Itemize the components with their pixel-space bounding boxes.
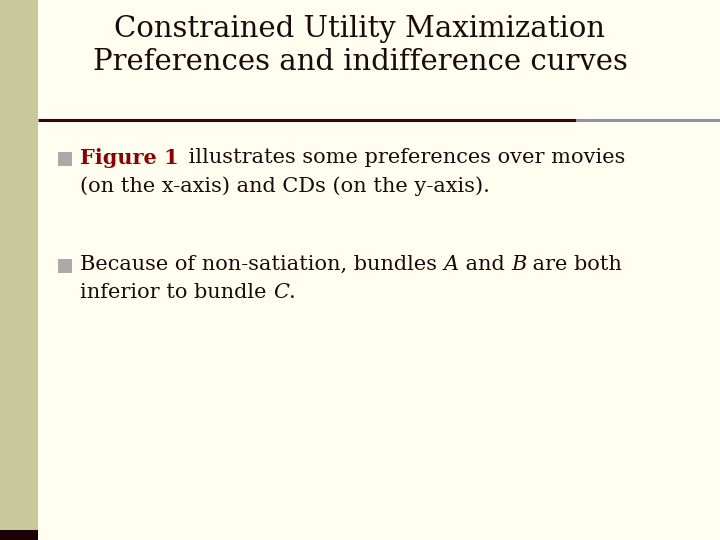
Text: A: A (444, 255, 459, 274)
Bar (0, 530, 38, 540)
Text: C: C (273, 283, 289, 302)
Text: Constrained Utility Maximization
Preferences and indifference curves: Constrained Utility Maximization Prefere… (93, 15, 627, 77)
Text: are both: are both (526, 255, 622, 274)
Text: .: . (289, 283, 296, 302)
Bar (0, 0, 38, 540)
Text: and: and (459, 255, 511, 274)
Text: Because of non-satiation, bundles: Because of non-satiation, bundles (80, 255, 444, 274)
Text: (on the x-axis) and CDs (on the y-axis).: (on the x-axis) and CDs (on the y-axis). (80, 176, 490, 195)
Text: B: B (511, 255, 526, 274)
Text: inferior to bundle: inferior to bundle (80, 283, 273, 302)
Bar (58, 259, 72, 273)
Text: illustrates some preferences over movies: illustrates some preferences over movies (181, 148, 625, 167)
Text: Figure 1: Figure 1 (80, 148, 179, 168)
Bar (58, 152, 72, 166)
